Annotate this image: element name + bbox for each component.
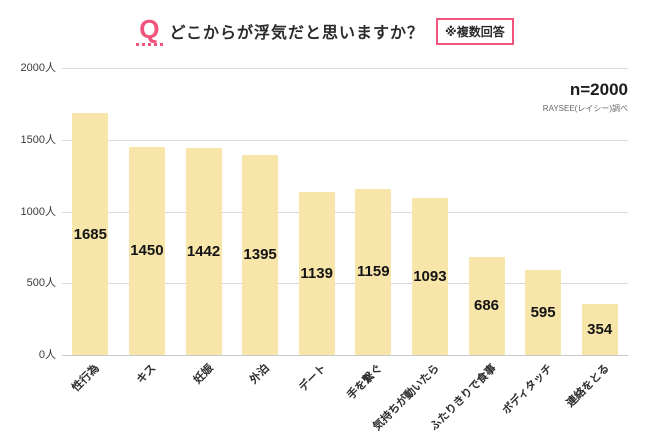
y-axis-tick-label: 500人 bbox=[26, 277, 56, 290]
bar-value-label: 1395 bbox=[243, 246, 277, 264]
x-axis-tick-label: 妊娠 bbox=[191, 362, 216, 387]
sample-info: n=2000 RAYSEE(レイシー)調べ bbox=[543, 80, 628, 114]
y-axis-tick-label: 1500人 bbox=[20, 133, 56, 146]
bar: 1685 bbox=[72, 113, 109, 355]
bar: 1159 bbox=[355, 188, 392, 355]
gridline bbox=[62, 68, 628, 69]
bar-value-label: 595 bbox=[530, 303, 556, 321]
x-axis-tick-label: 手を繋ぐ bbox=[345, 362, 386, 402]
page-title: どこからが浮気だと思いますか？ bbox=[169, 25, 425, 42]
y-axis-tick-label: 2000人 bbox=[20, 62, 56, 74]
x-axis-tick-label: ボディタッチ bbox=[500, 362, 555, 417]
bar-value-label: 1450 bbox=[130, 242, 164, 260]
gridline bbox=[62, 355, 628, 356]
bar-value-label: 1442 bbox=[186, 243, 221, 261]
chart-title: Q どこからが浮気だと思いますか？ ※複数回答 bbox=[0, 16, 650, 46]
gridline bbox=[62, 211, 628, 213]
survey-credit-label: RAYSEE(レイシー)調べ bbox=[542, 104, 628, 113]
q-mark: Q bbox=[136, 16, 163, 46]
bar-value-label: 686 bbox=[473, 297, 500, 315]
bar-value-label: 1685 bbox=[73, 225, 107, 243]
bar-value-label: 1139 bbox=[300, 264, 333, 282]
bar: 1139 bbox=[298, 191, 335, 355]
x-axis-tick-label: 連絡をとる bbox=[564, 362, 612, 410]
gridline bbox=[62, 139, 628, 141]
bar: 1442 bbox=[185, 148, 222, 355]
bar: 686 bbox=[468, 256, 505, 355]
bar: 1093 bbox=[411, 198, 448, 355]
bar: 595 bbox=[525, 269, 562, 355]
bar-value-label: 1159 bbox=[357, 263, 390, 281]
y-axis-tick-label: 0人 bbox=[38, 349, 56, 361]
x-axis-tick-label: デート bbox=[296, 362, 329, 395]
x-axis-tick-label: 性行為 bbox=[70, 362, 103, 395]
y-axis-tick-label: 1000人 bbox=[20, 205, 56, 218]
multiple-answers-badge: ※複数回答 bbox=[436, 17, 514, 45]
bar: 354 bbox=[581, 304, 618, 355]
bar: 1450 bbox=[128, 146, 165, 355]
bar: 1395 bbox=[242, 154, 279, 355]
gridline bbox=[62, 283, 628, 285]
bar-value-label: 354 bbox=[587, 321, 613, 339]
bar-value-label: 1093 bbox=[413, 268, 447, 286]
x-axis-tick-label: 外泊 bbox=[247, 362, 272, 387]
sample-size-label: n=2000 bbox=[569, 80, 628, 99]
x-axis-tick-label: キス bbox=[134, 362, 159, 387]
